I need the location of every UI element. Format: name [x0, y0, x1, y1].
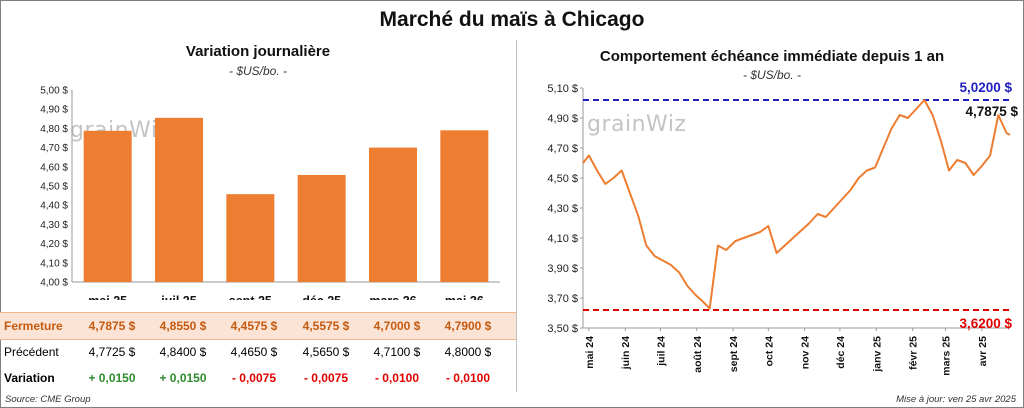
bar-chart: 4,00 $ 4,10 $ 4,20 $ 4,30 $ 4,40 $ 4,50 $ 4,60… — [40, 86, 500, 300]
bar — [297, 174, 346, 282]
y-tick-label: 3,70 $ — [547, 293, 578, 305]
prev-cell: 4,8000 $ — [444, 345, 492, 359]
x-tick-label: févr 25 — [908, 336, 920, 370]
y-tick-label: 4,10 $ — [40, 258, 68, 269]
prev-cell: 4,4650 $ — [230, 345, 278, 359]
x-tick-label: déc 24 — [835, 336, 847, 369]
prev-cell: 4,7725 $ — [88, 345, 136, 359]
y-tick-label: 4,80 $ — [40, 124, 68, 135]
y-tick-label: 4,30 $ — [547, 203, 578, 215]
x-tick-label: août 24 — [692, 336, 704, 373]
y-tick-label: 3,90 $ — [547, 263, 578, 275]
x-tick-label: sept 25 — [229, 294, 272, 300]
table-row-close: Fermeture 4,7875 $ 4,8550 $ 4,4575 $ 4,5… — [0, 312, 516, 340]
change-cell: + 0,0150 — [88, 371, 136, 385]
y-tick-label: 5,10 $ — [547, 83, 578, 95]
last-value-label: 4,7875 $ — [965, 104, 1018, 119]
y-tick-label: 4,00 $ — [40, 278, 68, 289]
change-cell: - 0,0100 — [374, 371, 420, 385]
change-cell: - 0,0100 — [445, 371, 491, 385]
y-tick-label: 5,00 $ — [40, 86, 68, 97]
prev-cell: 4,8400 $ — [159, 345, 207, 359]
table-row-prev: Précédent 4,7725 $ 4,8400 $ 4,4650 $ 4,5… — [0, 339, 516, 365]
close-cell: 4,7000 $ — [373, 319, 421, 333]
y-tick-label: 4,10 $ — [547, 233, 578, 245]
right-logo: grainWiz — [587, 112, 687, 137]
panel-divider — [516, 40, 517, 392]
bar — [226, 194, 275, 282]
y-tick-label: 3,50 $ — [547, 323, 578, 335]
change-cell: + 0,0150 — [159, 371, 207, 385]
y-tick-label: 4,70 $ — [547, 143, 578, 155]
main-title: Marché du maïs à Chicago — [379, 8, 645, 31]
y-tick-label: 4,50 $ — [40, 182, 68, 193]
close-cell: 4,7875 $ — [88, 319, 136, 333]
close-cell: 4,5575 $ — [302, 319, 350, 333]
left-chart-unit: - $US/bo. - — [228, 64, 288, 78]
high-line-label: 5,0200 $ — [959, 80, 1012, 95]
x-tick-label: juil 24 — [655, 336, 667, 367]
y-tick-label: 4,60 $ — [40, 162, 68, 173]
y-tick-label: 4,20 $ — [40, 239, 68, 250]
table-row-change: Variation + 0,0150 + 0,0150 - 0,0075 - 0… — [0, 365, 516, 391]
y-tick-label: 4,90 $ — [547, 113, 578, 125]
y-tick-label: 4,30 $ — [40, 220, 68, 231]
x-tick-label: mars 26 — [369, 294, 416, 300]
right-chart-unit: - $US/bo. - — [742, 68, 802, 82]
update-note: Mise à jour: ven 25 avr 2025 — [896, 394, 1016, 405]
x-tick-label: sept 24 — [728, 336, 740, 372]
y-tick-label: 4,50 $ — [547, 173, 578, 185]
bar — [440, 130, 489, 282]
y-tick-label: 4,70 $ — [40, 143, 68, 154]
y-tick-label: 4,40 $ — [40, 201, 68, 212]
x-tick-label: juil 25 — [160, 294, 196, 300]
source-note: Source: CME Group — [5, 394, 91, 405]
change-cell: - 0,0075 — [303, 371, 349, 385]
x-tick-label: déc 25 — [302, 294, 341, 300]
left-chart-title: Variation journalière — [185, 43, 331, 60]
prev-cell: 4,7100 $ — [373, 345, 421, 359]
bar — [155, 117, 203, 282]
x-tick-label: avr 25 — [977, 336, 989, 367]
x-tick-label: oct 24 — [763, 336, 775, 367]
x-tick-label: juin 24 — [620, 336, 632, 370]
close-cell: 4,8550 $ — [159, 319, 207, 333]
low-line-label: 3,6200 $ — [959, 316, 1012, 331]
x-tick-label: mai 24 — [584, 336, 596, 369]
row-label-close: Fermeture — [4, 319, 63, 333]
x-tick-label: janv 25 — [871, 336, 883, 373]
bar — [369, 147, 417, 282]
x-tick-label: mai 26 — [445, 294, 484, 300]
row-label-change: Variation — [4, 371, 55, 385]
y-tick-label: 4,90 $ — [40, 105, 68, 116]
x-tick-label: mai 25 — [88, 294, 127, 300]
x-tick-label: nov 24 — [800, 336, 812, 369]
close-cell: 4,4575 $ — [230, 319, 278, 333]
close-cell: 4,7900 $ — [444, 319, 492, 333]
row-label-prev: Précédent — [4, 345, 59, 359]
price-line — [582, 99, 1011, 310]
right-chart-title: Comportement échéance immédiate depuis 1… — [599, 48, 945, 65]
bar — [83, 130, 132, 282]
prev-cell: 4,5650 $ — [302, 345, 350, 359]
change-cell: - 0,0075 — [231, 371, 277, 385]
x-tick-label: mars 25 — [940, 336, 952, 376]
